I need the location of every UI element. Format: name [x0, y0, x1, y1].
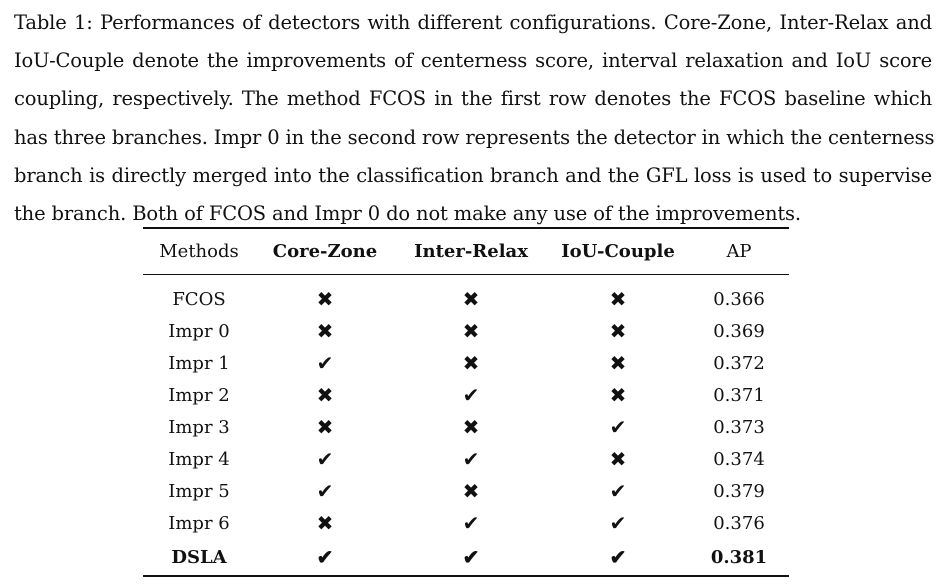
- inter-relax-mark-icon: ✔: [462, 383, 480, 407]
- inter-relax-mark-icon: ✖: [462, 287, 480, 311]
- caption-line: has three branches. Impr 0 in the second…: [14, 125, 935, 149]
- core-zone-mark-icon: ✖: [316, 319, 334, 343]
- core-zone-mark-icon: ✔: [316, 447, 334, 471]
- header-core-zone: Core-Zone: [255, 227, 395, 275]
- inter-relax-mark-icon: ✖: [462, 319, 480, 343]
- caption-line: IoU-Couple denote the improvements of ce…: [14, 49, 932, 73]
- table-row: Impr 0 ✖ ✖ ✖ 0.369: [143, 315, 789, 347]
- method-cell: FCOS: [172, 288, 226, 310]
- table-row: Impr 1 ✔ ✖ ✖ 0.372: [143, 347, 789, 379]
- results-table: Methods Core-Zone Inter-Relax IoU-Couple…: [143, 227, 789, 577]
- header-inter-relax: Inter-Relax: [395, 227, 547, 275]
- method-cell: Impr 1: [168, 352, 230, 374]
- caption-line: coupling, respectively. The method FCOS …: [14, 87, 932, 111]
- inter-relax-mark-icon: ✔: [462, 447, 480, 471]
- core-zone-mark-icon: ✖: [316, 287, 334, 311]
- table-row: Impr 2 ✖ ✔ ✖ 0.371: [143, 379, 789, 411]
- method-cell: Impr 3: [168, 416, 230, 438]
- table-row: Impr 6 ✖ ✔ ✔ 0.376: [143, 507, 789, 539]
- iou-couple-mark-icon: ✔: [609, 511, 627, 535]
- iou-couple-mark-icon: ✖: [609, 351, 627, 375]
- ap-cell: 0.366: [713, 288, 765, 310]
- caption-line: the branch. Both of FCOS and Impr 0 do n…: [14, 202, 801, 226]
- ap-cell: 0.376: [713, 512, 765, 534]
- core-zone-mark-icon: ✔: [255, 539, 395, 577]
- inter-relax-mark-icon: ✔: [395, 539, 547, 577]
- inter-relax-mark-icon: ✖: [462, 415, 480, 439]
- ap-cell: 0.371: [713, 384, 765, 406]
- inter-relax-mark-icon: ✖: [462, 351, 480, 375]
- method-cell: Impr 5: [168, 480, 230, 502]
- header-methods: Methods: [143, 227, 255, 275]
- table-caption: Table 1: Performances of detectors with …: [14, 4, 935, 233]
- inter-relax-mark-icon: ✔: [462, 511, 480, 535]
- ap-cell: 0.369: [713, 320, 765, 342]
- method-cell: Impr 2: [168, 384, 230, 406]
- method-cell: Impr 4: [168, 448, 230, 470]
- method-cell: DSLA: [143, 539, 255, 577]
- ap-cell: 0.379: [713, 480, 765, 502]
- iou-couple-mark-icon: ✖: [609, 383, 627, 407]
- core-zone-mark-icon: ✖: [316, 383, 334, 407]
- method-cell: Impr 0: [168, 320, 230, 342]
- table-row: Impr 4 ✔ ✔ ✖ 0.374: [143, 443, 789, 475]
- table-row-best: DSLA ✔ ✔ ✔ 0.381: [143, 539, 789, 577]
- iou-couple-mark-icon: ✔: [609, 479, 627, 503]
- core-zone-mark-icon: ✔: [316, 351, 334, 375]
- ap-cell: 0.373: [713, 416, 765, 438]
- ap-cell: 0.374: [713, 448, 765, 470]
- core-zone-mark-icon: ✖: [316, 511, 334, 535]
- caption-line: branch is directly merged into the class…: [14, 163, 932, 187]
- caption-line: Table 1: Performances of detectors with …: [14, 11, 932, 34]
- iou-couple-mark-icon: ✔: [609, 415, 627, 439]
- core-zone-mark-icon: ✔: [316, 479, 334, 503]
- iou-couple-mark-icon: ✔: [547, 539, 689, 577]
- ap-cell: 0.381: [689, 539, 789, 577]
- header-iou-couple: IoU-Couple: [547, 227, 689, 275]
- iou-couple-mark-icon: ✖: [609, 319, 627, 343]
- ap-cell: 0.372: [713, 352, 765, 374]
- core-zone-mark-icon: ✖: [316, 415, 334, 439]
- inter-relax-mark-icon: ✖: [462, 479, 480, 503]
- method-cell: Impr 6: [168, 512, 230, 534]
- table-row: FCOS ✖ ✖ ✖ 0.366: [143, 275, 789, 316]
- header-ap: AP: [689, 227, 789, 275]
- table-row: Impr 5 ✔ ✖ ✔ 0.379: [143, 475, 789, 507]
- iou-couple-mark-icon: ✖: [609, 287, 627, 311]
- iou-couple-mark-icon: ✖: [609, 447, 627, 471]
- table-header-row: Methods Core-Zone Inter-Relax IoU-Couple…: [143, 227, 789, 275]
- table-row: Impr 3 ✖ ✖ ✔ 0.373: [143, 411, 789, 443]
